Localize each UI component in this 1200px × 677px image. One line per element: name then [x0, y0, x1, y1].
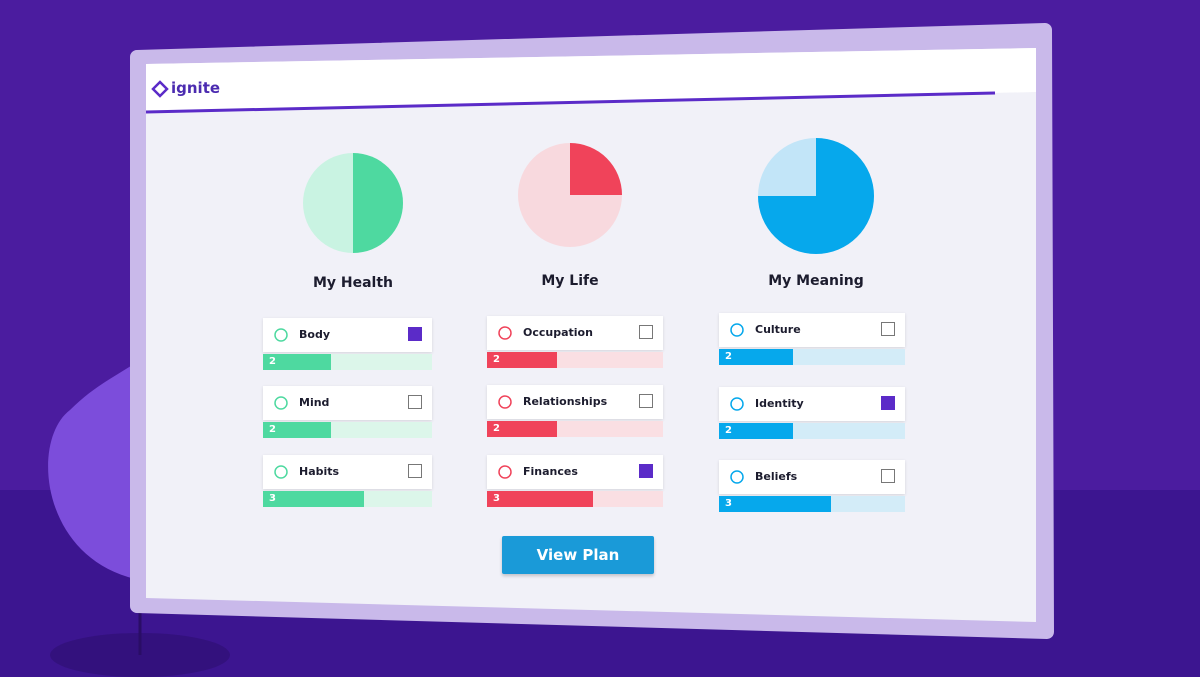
checkbox[interactable] — [881, 469, 895, 483]
checkbox[interactable] — [408, 327, 422, 341]
item-card: Occupation — [487, 316, 663, 350]
item-icon — [730, 397, 744, 411]
icon-shape — [498, 395, 512, 409]
item-icon — [730, 323, 744, 337]
pie-slice — [758, 138, 874, 254]
item-card: Beliefs — [719, 460, 905, 494]
item-label: Beliefs — [755, 470, 798, 483]
item-card: Body — [263, 318, 432, 352]
score-label: 2 — [725, 351, 732, 362]
score-bar — [719, 423, 794, 439]
score-label: 2 — [493, 423, 500, 434]
icon-shape — [274, 396, 288, 410]
item-icon — [498, 465, 512, 479]
score-track: 2 — [719, 423, 905, 439]
score-track: 2 — [487, 421, 663, 437]
item-label: Culture — [755, 323, 801, 336]
score-label: 2 — [493, 354, 500, 365]
leaf — [48, 355, 145, 650]
item-label: Body — [299, 328, 330, 341]
checkbox[interactable] — [881, 396, 895, 410]
score-bar — [719, 349, 794, 365]
score-label: 2 — [269, 424, 276, 435]
item-label: Identity — [755, 397, 804, 410]
icon-shape — [730, 323, 744, 337]
icon-shape — [274, 465, 288, 479]
logo-icon — [151, 80, 169, 98]
logo: ignite — [171, 79, 221, 97]
checkbox[interactable] — [639, 325, 653, 339]
item-label: Occupation — [523, 326, 593, 339]
score-bar — [487, 352, 558, 368]
score-track: 2 — [719, 349, 905, 365]
score-bar — [263, 422, 331, 438]
item-card: Culture — [719, 313, 905, 347]
checkbox[interactable] — [408, 395, 422, 409]
item-label: Habits — [299, 465, 340, 478]
item-icon — [274, 465, 288, 479]
item-icon — [498, 326, 512, 340]
score-label: 2 — [725, 425, 732, 436]
item-card: Mind — [263, 386, 432, 420]
item-label: Finances — [523, 465, 578, 478]
score-bar — [487, 491, 593, 507]
score-label: 3 — [269, 493, 276, 504]
item-label: Mind — [299, 396, 330, 409]
pie-slice — [353, 153, 403, 253]
score-label: 2 — [269, 356, 276, 367]
score-label: 3 — [493, 493, 500, 504]
header-rule — [145, 91, 996, 114]
score-track: 3 — [719, 496, 905, 512]
category-title: My Life — [541, 273, 599, 289]
score-track: 3 — [263, 491, 432, 507]
checkbox[interactable] — [408, 464, 422, 478]
score-track: 3 — [487, 491, 663, 507]
icon-shape — [730, 397, 744, 411]
item-card: Relationships — [487, 385, 663, 419]
checkbox[interactable] — [639, 464, 653, 478]
score-bar — [487, 421, 558, 437]
view-plan-button[interactable]: View Plan — [502, 536, 654, 574]
score-bar — [263, 491, 365, 507]
icon-shape — [730, 470, 744, 484]
checkbox[interactable] — [639, 394, 653, 408]
score-track: 2 — [487, 352, 663, 368]
item-card: Finances — [487, 455, 663, 489]
pie-slice — [570, 143, 622, 195]
category-title: My Meaning — [768, 273, 864, 289]
item-card: Habits — [263, 455, 432, 489]
icon-shape — [274, 328, 288, 342]
item-icon — [274, 396, 288, 410]
score-track: 2 — [263, 354, 432, 370]
checkbox[interactable] — [881, 322, 895, 336]
item-label: Relationships — [523, 395, 608, 408]
item-icon — [498, 395, 512, 409]
item-icon — [274, 328, 288, 342]
item-icon — [730, 470, 744, 484]
item-card: Identity — [719, 387, 905, 421]
score-bar — [263, 354, 331, 370]
score-track: 2 — [263, 422, 432, 438]
icon-shape — [498, 326, 512, 340]
score-label: 3 — [725, 498, 732, 509]
icon-shape — [498, 465, 512, 479]
score-bar — [719, 496, 831, 512]
category-title: My Health — [312, 275, 394, 291]
